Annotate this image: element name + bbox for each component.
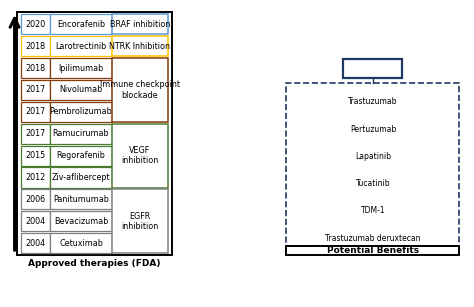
Text: 2018: 2018 <box>26 64 46 72</box>
FancyBboxPatch shape <box>50 189 112 209</box>
FancyBboxPatch shape <box>286 83 459 246</box>
Text: Panitumumab: Panitumumab <box>53 195 109 204</box>
FancyBboxPatch shape <box>21 36 50 56</box>
Text: 2017: 2017 <box>26 107 46 116</box>
Text: 2015: 2015 <box>26 151 46 160</box>
Text: Pembrolizumab: Pembrolizumab <box>50 107 112 116</box>
Text: Ramucirumab: Ramucirumab <box>53 129 109 138</box>
FancyBboxPatch shape <box>21 168 50 188</box>
FancyBboxPatch shape <box>21 14 50 34</box>
FancyBboxPatch shape <box>50 102 112 122</box>
Text: 2004: 2004 <box>26 217 46 226</box>
FancyBboxPatch shape <box>112 14 168 34</box>
FancyBboxPatch shape <box>50 36 112 56</box>
Text: Ziv-aflibercept: Ziv-aflibercept <box>52 173 110 182</box>
Text: 2012: 2012 <box>26 173 46 182</box>
FancyBboxPatch shape <box>21 146 50 166</box>
FancyBboxPatch shape <box>21 124 50 144</box>
FancyBboxPatch shape <box>112 124 168 188</box>
Text: Nivolumab: Nivolumab <box>59 85 103 95</box>
FancyBboxPatch shape <box>50 211 112 231</box>
FancyBboxPatch shape <box>50 146 112 166</box>
Text: Cetuximab: Cetuximab <box>59 239 103 248</box>
FancyBboxPatch shape <box>21 80 50 100</box>
FancyBboxPatch shape <box>286 246 459 255</box>
Text: 2020: 2020 <box>26 20 46 29</box>
FancyBboxPatch shape <box>50 14 112 34</box>
Text: Tucatinib: Tucatinib <box>356 179 390 188</box>
Text: Lapatinib: Lapatinib <box>355 152 391 161</box>
Text: 2018: 2018 <box>26 42 46 51</box>
Text: TDM-1: TDM-1 <box>361 206 385 215</box>
Text: 2017: 2017 <box>26 129 46 138</box>
Text: Immune checkpoint
blockade: Immune checkpoint blockade <box>100 80 180 99</box>
Text: NTRK Inhibition: NTRK Inhibition <box>109 42 171 51</box>
FancyBboxPatch shape <box>112 189 168 253</box>
Text: 2017: 2017 <box>26 85 46 95</box>
Text: Bevacizumab: Bevacizumab <box>54 217 108 226</box>
Text: VEGF
inhibition: VEGF inhibition <box>121 146 159 165</box>
Text: 2004: 2004 <box>26 239 46 248</box>
Text: Pertuzumab: Pertuzumab <box>350 125 396 134</box>
Text: Trastuzumab deruxtecan: Trastuzumab deruxtecan <box>325 234 421 243</box>
FancyBboxPatch shape <box>50 233 112 253</box>
Text: Encorafenib: Encorafenib <box>57 20 105 29</box>
Text: Trastuzumab: Trastuzumab <box>348 97 398 106</box>
FancyBboxPatch shape <box>50 168 112 188</box>
Text: Potential Benefits: Potential Benefits <box>327 246 419 255</box>
FancyBboxPatch shape <box>21 211 50 231</box>
Text: BRAF inhibition: BRAF inhibition <box>110 20 170 29</box>
Text: Larotrectinib: Larotrectinib <box>55 42 107 51</box>
FancyBboxPatch shape <box>112 58 168 122</box>
FancyBboxPatch shape <box>21 233 50 253</box>
FancyBboxPatch shape <box>21 58 50 78</box>
Text: EGFR
inhibition: EGFR inhibition <box>121 212 159 231</box>
Text: 2006: 2006 <box>26 195 46 204</box>
FancyBboxPatch shape <box>344 59 402 78</box>
FancyBboxPatch shape <box>50 124 112 144</box>
FancyBboxPatch shape <box>50 58 112 78</box>
Text: HER2
inhibition: HER2 inhibition <box>353 59 393 78</box>
Text: Approved therapies (FDA): Approved therapies (FDA) <box>28 259 161 268</box>
FancyBboxPatch shape <box>50 80 112 100</box>
FancyBboxPatch shape <box>21 189 50 209</box>
FancyBboxPatch shape <box>21 102 50 122</box>
FancyBboxPatch shape <box>112 36 168 56</box>
Text: Ipilimumab: Ipilimumab <box>58 64 104 72</box>
Text: Regorafenib: Regorafenib <box>56 151 105 160</box>
